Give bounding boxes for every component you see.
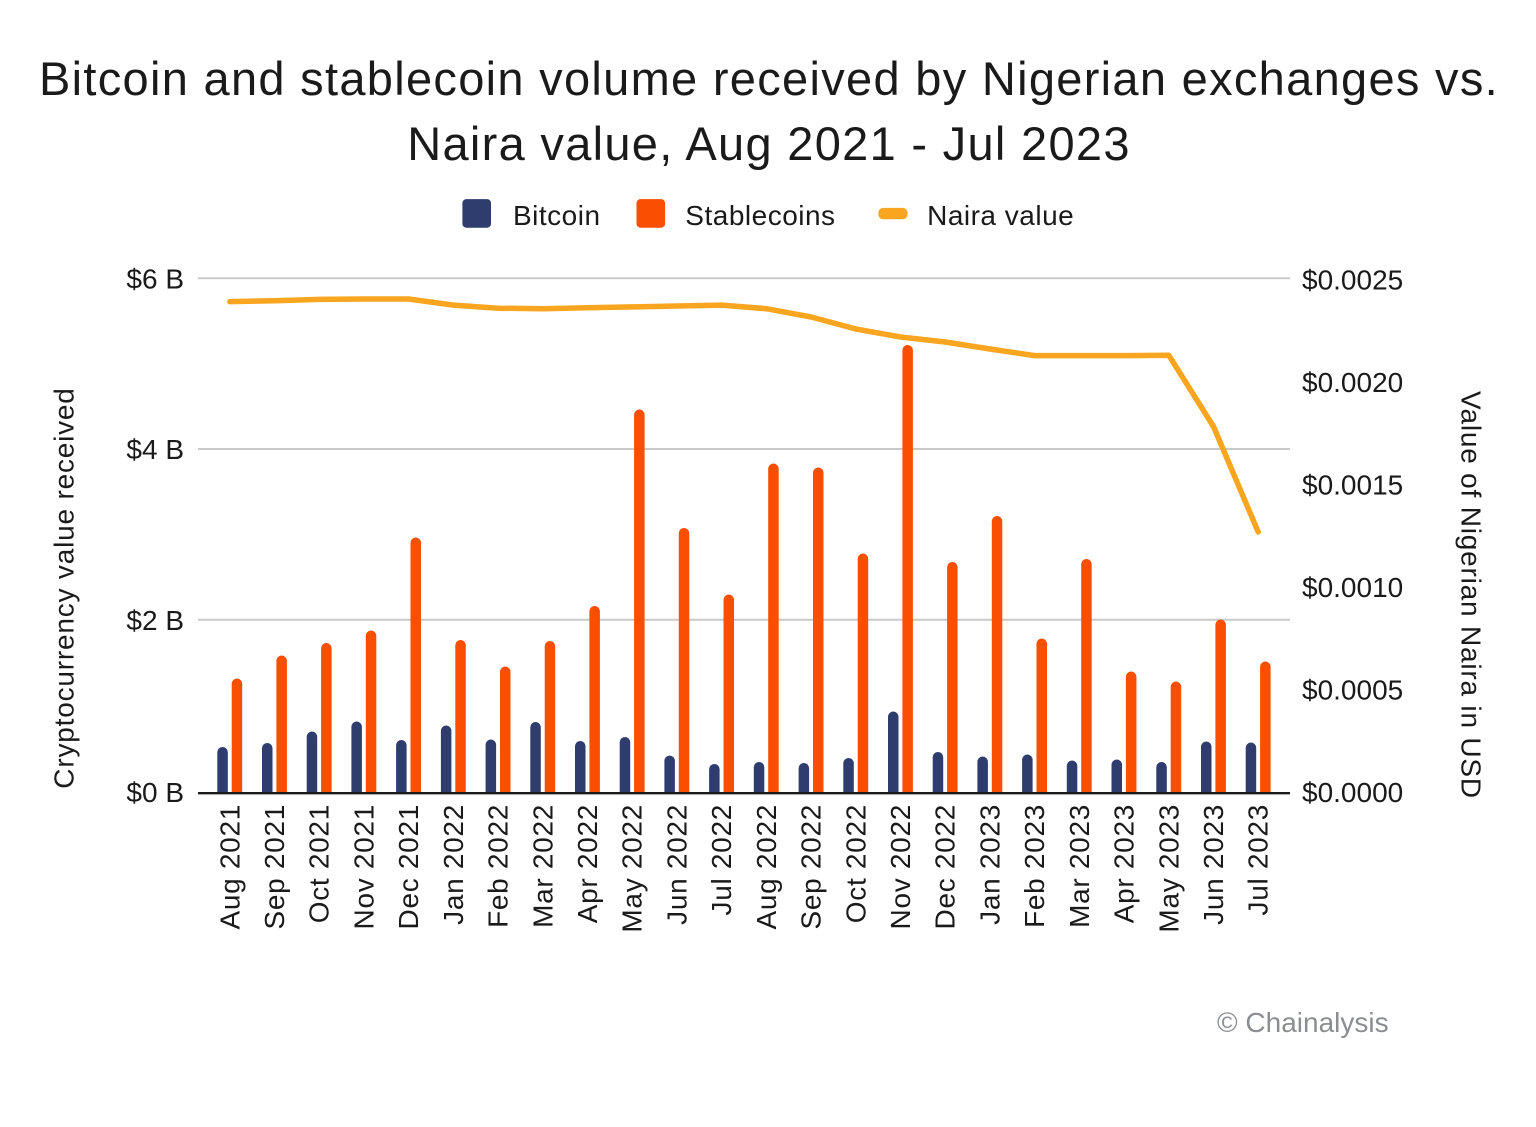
svg-text:Sep 2021: Sep 2021 xyxy=(259,804,290,930)
svg-text:Bitcoin and stablecoin volume: Bitcoin and stablecoin volume received b… xyxy=(39,52,1499,105)
svg-text:© Chainalysis: © Chainalysis xyxy=(1217,1007,1389,1038)
svg-text:Jan 2023: Jan 2023 xyxy=(974,804,1005,925)
svg-text:Mar 2022: Mar 2022 xyxy=(527,804,558,928)
svg-text:Dec 2022: Dec 2022 xyxy=(930,804,961,929)
svg-text:Aug 2022: Aug 2022 xyxy=(751,804,782,930)
svg-text:Feb 2022: Feb 2022 xyxy=(483,804,514,928)
svg-text:Naira value, Aug 2021 - Jul 20: Naira value, Aug 2021 - Jul 2023 xyxy=(407,117,1131,170)
svg-text:Value of Nigerian Naira in USD: Value of Nigerian Naira in USD xyxy=(1456,391,1487,799)
svg-text:Jun 2022: Jun 2022 xyxy=(661,804,692,925)
svg-text:$0 B: $0 B xyxy=(126,777,184,808)
svg-text:Cryptocurrency value received: Cryptocurrency value received xyxy=(49,387,80,788)
svg-text:$0.0015: $0.0015 xyxy=(1302,469,1403,500)
svg-text:Naira value: Naira value xyxy=(927,200,1074,231)
svg-text:$0.0020: $0.0020 xyxy=(1302,367,1403,398)
svg-text:Stablecoins: Stablecoins xyxy=(685,200,835,231)
svg-text:Jan 2022: Jan 2022 xyxy=(438,804,469,925)
svg-text:$0.0010: $0.0010 xyxy=(1302,572,1403,603)
svg-text:$6 B: $6 B xyxy=(126,263,184,294)
svg-text:$2 B: $2 B xyxy=(126,605,184,636)
svg-text:May 2022: May 2022 xyxy=(617,804,648,933)
svg-text:Jul 2023: Jul 2023 xyxy=(1243,804,1274,915)
svg-text:Sep 2022: Sep 2022 xyxy=(796,804,827,930)
svg-text:Bitcoin: Bitcoin xyxy=(513,200,601,231)
svg-text:Apr 2023: Apr 2023 xyxy=(1109,804,1140,923)
svg-text:Oct 2021: Oct 2021 xyxy=(304,804,335,923)
svg-text:Jun 2023: Jun 2023 xyxy=(1198,804,1229,925)
svg-text:Nov 2022: Nov 2022 xyxy=(885,804,916,929)
svg-text:$4 B: $4 B xyxy=(126,434,184,465)
svg-text:Jul 2022: Jul 2022 xyxy=(706,804,737,915)
svg-text:Dec 2021: Dec 2021 xyxy=(393,804,424,929)
svg-text:Nov 2021: Nov 2021 xyxy=(348,804,379,929)
svg-text:May 2023: May 2023 xyxy=(1153,804,1184,933)
svg-text:Apr 2022: Apr 2022 xyxy=(572,804,603,923)
svg-text:$0.0000: $0.0000 xyxy=(1302,777,1403,808)
svg-text:Mar 2023: Mar 2023 xyxy=(1064,804,1095,928)
svg-text:$0.0005: $0.0005 xyxy=(1302,674,1403,705)
svg-text:Feb 2023: Feb 2023 xyxy=(1019,804,1050,928)
svg-text:$0.0025: $0.0025 xyxy=(1302,264,1403,295)
svg-text:Aug 2021: Aug 2021 xyxy=(214,804,245,930)
svg-text:Oct 2022: Oct 2022 xyxy=(840,804,871,923)
